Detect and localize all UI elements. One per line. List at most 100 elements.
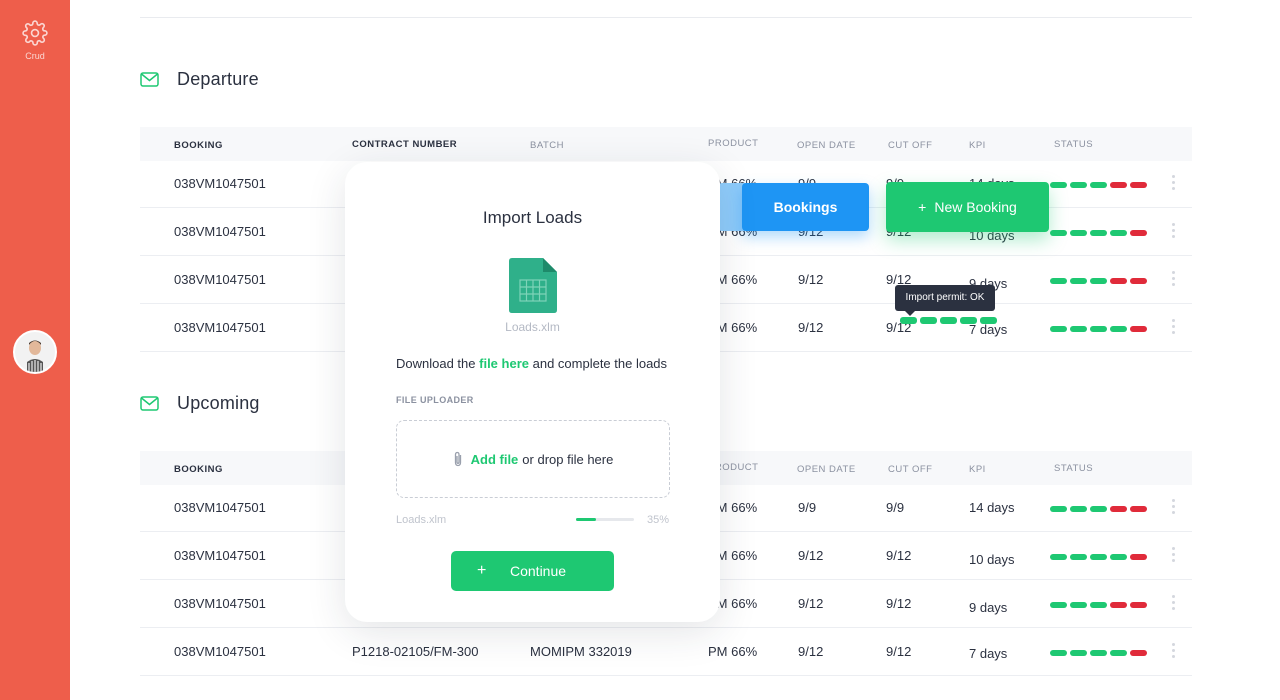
status-bar[interactable] xyxy=(1050,278,1147,284)
upcoming-title: Upcoming xyxy=(177,393,260,413)
modal-title: Import Loads xyxy=(482,208,583,227)
status-bar[interactable] xyxy=(1050,506,1147,512)
row-menu-icon[interactable] xyxy=(1172,319,1176,334)
status-bar[interactable] xyxy=(1050,326,1147,332)
table-row[interactable]: 038VM1047501 PM 66% 9/12 9/12 10 days xyxy=(140,532,1192,580)
gear-icon[interactable] xyxy=(22,20,48,46)
status-segment xyxy=(1050,182,1067,188)
upcoming-section-header: Upcoming xyxy=(140,393,260,414)
col-kpi[interactable]: KPI xyxy=(969,140,986,151)
cut-off-cell: 9/12 xyxy=(886,596,912,611)
row-menu-icon[interactable] xyxy=(1172,547,1176,562)
status-segment xyxy=(1070,182,1087,188)
plus-icon: + xyxy=(918,199,927,215)
col-open-date[interactable]: OPEN DATE xyxy=(797,140,856,151)
cut-off-cell: 9/12 xyxy=(886,548,912,563)
new-booking-label: New Booking xyxy=(934,199,1017,215)
status-segment xyxy=(1110,278,1127,284)
col-product[interactable]: PRODUCT xyxy=(708,138,759,149)
col-booking[interactable]: BOOKING xyxy=(174,140,223,151)
booking-cell: 038VM1047501 xyxy=(174,320,266,335)
table-row[interactable]: 038VM1047501 P1218-02105/FM-300 MOMIPM 332… xyxy=(140,628,1192,676)
row-menu-icon[interactable] xyxy=(1172,223,1176,238)
status-segment xyxy=(1070,326,1087,332)
status-bar[interactable] xyxy=(1050,650,1147,656)
import-loads-modal: Import Loads Loads.xlm Download the file… xyxy=(345,162,720,622)
sidebar-app-label[interactable]: Crud xyxy=(25,51,45,61)
status-segment xyxy=(1050,278,1067,284)
continue-button[interactable]: + Continue xyxy=(451,551,614,591)
col-product[interactable]: PRODUCT xyxy=(708,462,759,473)
col-booking[interactable]: BOOKING xyxy=(174,464,223,475)
booking-cell: 038VM1047501 xyxy=(174,644,266,659)
row-menu-icon[interactable] xyxy=(1172,175,1176,190)
departure-table-header: BOOKING CONTRACT NUMBER BATCH PRODUCT OP… xyxy=(140,127,1192,161)
booking-cell: 038VM1047501 xyxy=(174,500,266,515)
product-cell: PM 66% xyxy=(708,500,758,515)
status-segment xyxy=(1090,602,1107,608)
status-segment xyxy=(960,317,977,324)
status-segment xyxy=(1130,326,1147,332)
bookings-button[interactable]: Bookings xyxy=(742,183,869,231)
col-contract-number[interactable]: CONTRACT NUMBER xyxy=(352,139,458,150)
departure-title: Departure xyxy=(177,69,259,89)
booking-cell: 038VM1047501 xyxy=(174,596,266,611)
download-file-link[interactable]: file here xyxy=(479,356,529,371)
product-cell: PM 66% xyxy=(708,644,758,659)
spreadsheet-file-icon[interactable] xyxy=(509,258,557,313)
col-cut-off[interactable]: CUT OFF xyxy=(888,464,933,475)
paperclip-icon xyxy=(454,451,461,467)
col-status[interactable]: STATUS xyxy=(1054,139,1094,150)
status-bar[interactable] xyxy=(1050,554,1147,560)
tooltip-status-bar[interactable] xyxy=(900,317,997,324)
product-cell: PM 66% xyxy=(708,596,758,611)
booking-cell: 038VM1047501 xyxy=(174,272,266,287)
status-bar[interactable] xyxy=(1050,230,1147,236)
row-menu-icon[interactable] xyxy=(1172,271,1176,286)
status-segment xyxy=(1130,506,1147,512)
status-segment xyxy=(1090,182,1107,188)
file-dropzone[interactable]: Add file or drop file here xyxy=(396,420,670,498)
booking-cell: 038VM1047501 xyxy=(174,224,266,239)
status-segment xyxy=(1110,602,1127,608)
template-file-name: Loads.xlm xyxy=(505,320,560,334)
row-menu-icon[interactable] xyxy=(1172,595,1176,610)
status-segment xyxy=(1130,554,1147,560)
status-segment xyxy=(1110,506,1127,512)
table-row[interactable]: 038VM1047501 PM 66% 9/12 9/12 9 days xyxy=(140,580,1192,628)
status-segment xyxy=(980,317,997,324)
status-segment xyxy=(940,317,957,324)
open-date-cell: 9/12 xyxy=(798,272,824,287)
new-booking-button[interactable]: + New Booking xyxy=(886,182,1049,232)
col-cut-off[interactable]: CUT OFF xyxy=(888,140,933,151)
status-segment xyxy=(1050,506,1067,512)
status-bar[interactable] xyxy=(1050,182,1147,188)
status-segment xyxy=(1070,554,1087,560)
col-batch[interactable]: BATCH xyxy=(530,140,564,151)
booking-cell: 038VM1047501 xyxy=(174,176,266,191)
upload-progress-fill xyxy=(576,518,597,521)
product-cell: PM 66% xyxy=(708,272,758,287)
status-segment xyxy=(920,317,937,324)
status-segment xyxy=(1090,506,1107,512)
status-segment xyxy=(1050,602,1067,608)
upload-file-name: Loads.xlm xyxy=(396,514,447,526)
upload-progress-percent: 35% xyxy=(647,514,670,526)
row-menu-icon[interactable] xyxy=(1172,643,1176,658)
col-status[interactable]: STATUS xyxy=(1054,463,1094,474)
status-segment xyxy=(1070,650,1087,656)
status-segment xyxy=(1130,278,1147,284)
status-segment xyxy=(1130,230,1147,236)
status-segment xyxy=(1050,554,1067,560)
col-kpi[interactable]: KPI xyxy=(969,464,986,475)
row-menu-icon[interactable] xyxy=(1172,499,1176,514)
status-segment xyxy=(1090,326,1107,332)
cut-off-cell: 9/9 xyxy=(886,500,905,515)
avatar[interactable] xyxy=(13,330,57,374)
status-segment xyxy=(1090,650,1107,656)
add-file-link[interactable]: Add file xyxy=(470,451,519,467)
status-bar[interactable] xyxy=(1050,602,1147,608)
col-open-date[interactable]: OPEN DATE xyxy=(797,464,856,475)
drop-file-text: or drop file here xyxy=(522,451,614,467)
kpi-cell: 10 days xyxy=(969,552,1015,567)
